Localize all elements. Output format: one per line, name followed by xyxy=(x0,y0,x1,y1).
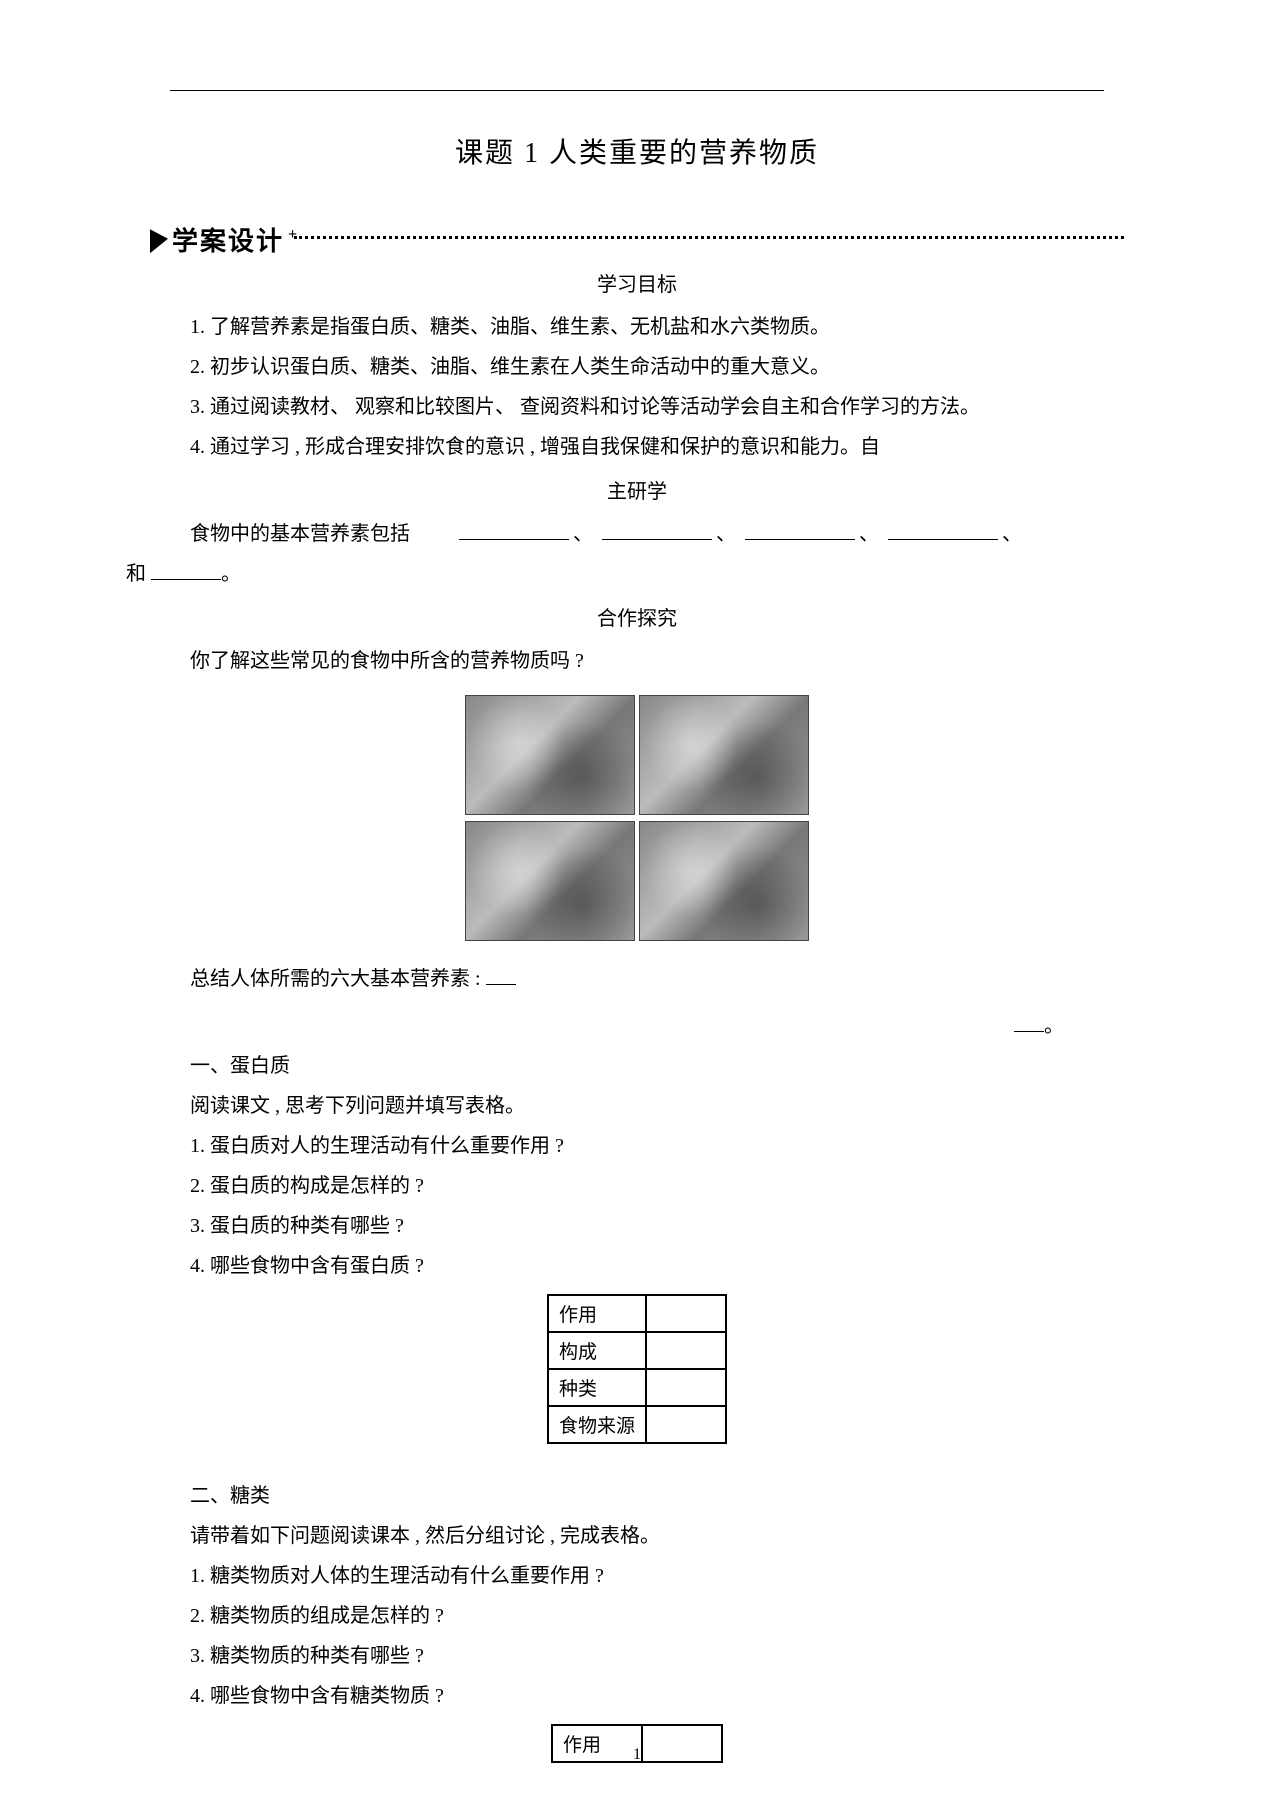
table-row: 构成 xyxy=(548,1332,726,1369)
right-trailing: 。 xyxy=(150,1009,1124,1038)
cell-label: 作用 xyxy=(548,1295,646,1332)
section2-intro: 请带着如下问题阅读课本 , 然后分组讨论 , 完成表格。 xyxy=(150,1516,1124,1556)
food-image-1 xyxy=(465,695,635,815)
sep: 、 xyxy=(1002,523,1022,545)
section1-q1: 1. 蛋白质对人的生理活动有什么重要作用 ? xyxy=(150,1126,1124,1166)
cell-label: 构成 xyxy=(548,1332,646,1369)
table-row: 食物来源 xyxy=(548,1406,726,1443)
goal-4: 4. 通过学习 , 形成合理安排饮食的意识 , 增强自我保健和保护的意识和能力。… xyxy=(150,427,1124,467)
section2-q3: 3. 糖类物质的种类有哪些 ? xyxy=(150,1636,1124,1676)
top-rule xyxy=(170,90,1104,91)
blank-3 xyxy=(745,522,855,540)
protein-table: 作用 构成 种类 食物来源 xyxy=(547,1294,727,1444)
right-period: 。 xyxy=(1044,1015,1064,1037)
table-row: 作用 xyxy=(548,1295,726,1332)
fill-blank-line-2: 和 。 xyxy=(126,554,1124,594)
period: 。 xyxy=(221,563,241,585)
cell-value xyxy=(646,1369,726,1406)
banner-label: 学案设计 xyxy=(172,221,284,258)
heading-goals: 学习目标 xyxy=(150,268,1124,297)
blank-5 xyxy=(151,562,221,580)
fill-prompt-b: 和 xyxy=(126,563,146,585)
fill-prompt-a: 食物中的基本营养素包括 xyxy=(190,523,410,545)
section-banner: 学案设计 xyxy=(150,221,1124,258)
page-title: 课题 1 人类重要的营养物质 xyxy=(150,131,1124,171)
section1-heading: 一、蛋白质 xyxy=(150,1046,1124,1086)
image-row-2 xyxy=(465,821,809,941)
blank-1 xyxy=(459,522,569,540)
heading-collab: 合作探究 xyxy=(150,602,1124,631)
cell-value xyxy=(646,1332,726,1369)
food-image-3 xyxy=(465,821,635,941)
summary-text: 总结人体所需的六大基本营养素 : xyxy=(190,968,481,990)
section1-q4: 4. 哪些食物中含有蛋白质 ? xyxy=(150,1246,1124,1286)
summary-prompt: 总结人体所需的六大基本营养素 : xyxy=(150,959,1124,999)
sep: 、 xyxy=(573,523,593,545)
blank-2 xyxy=(602,522,712,540)
blank-summary xyxy=(486,967,516,985)
food-image-4 xyxy=(639,821,809,941)
cell-value xyxy=(646,1295,726,1332)
sep: 、 xyxy=(859,523,879,545)
blank-right xyxy=(1014,1014,1044,1032)
section2-heading: 二、糖类 xyxy=(150,1476,1124,1516)
section1-q3: 3. 蛋白质的种类有哪些 ? xyxy=(150,1206,1124,1246)
goal-2: 2. 初步认识蛋白质、糖类、油脂、维生素在人类生命活动中的重大意义。 xyxy=(150,347,1124,387)
fill-blank-line-1: 食物中的基本营养素包括 、 、 、 、 xyxy=(150,514,1124,554)
section2-q4: 4. 哪些食物中含有糖类物质 ? xyxy=(150,1676,1124,1716)
blank-4 xyxy=(888,522,998,540)
triangle-icon xyxy=(150,226,168,253)
image-row-1 xyxy=(465,695,809,815)
section1-q2: 2. 蛋白质的构成是怎样的 ? xyxy=(150,1166,1124,1206)
section2-q2: 2. 糖类物质的组成是怎样的 ? xyxy=(150,1596,1124,1636)
food-image-grid xyxy=(150,695,1124,941)
cell-label: 食物来源 xyxy=(548,1406,646,1443)
page-number: 1 xyxy=(0,1746,1274,1764)
page: 课题 1 人类重要的营养物质 学案设计 学习目标 1. 了解营养素是指蛋白质、糖… xyxy=(0,0,1274,1804)
heading-selfstudy: 主研学 xyxy=(150,475,1124,504)
collab-question: 你了解这些常见的食物中所含的营养物质吗 ? xyxy=(150,641,1124,681)
dotted-line xyxy=(294,236,1124,239)
cell-label: 种类 xyxy=(548,1369,646,1406)
cell-value xyxy=(646,1406,726,1443)
section2-q1: 1. 糖类物质对人体的生理活动有什么重要作用 ? xyxy=(150,1556,1124,1596)
goal-3: 3. 通过阅读教材、 观察和比较图片、 查阅资料和讨论等活动学会自主和合作学习的… xyxy=(150,387,1124,427)
table-row: 种类 xyxy=(548,1369,726,1406)
goal-1: 1. 了解营养素是指蛋白质、糖类、油脂、维生素、无机盐和水六类物质。 xyxy=(150,307,1124,347)
food-image-2 xyxy=(639,695,809,815)
section1-intro: 阅读课文 , 思考下列问题并填写表格。 xyxy=(150,1086,1124,1126)
sep: 、 xyxy=(716,523,736,545)
